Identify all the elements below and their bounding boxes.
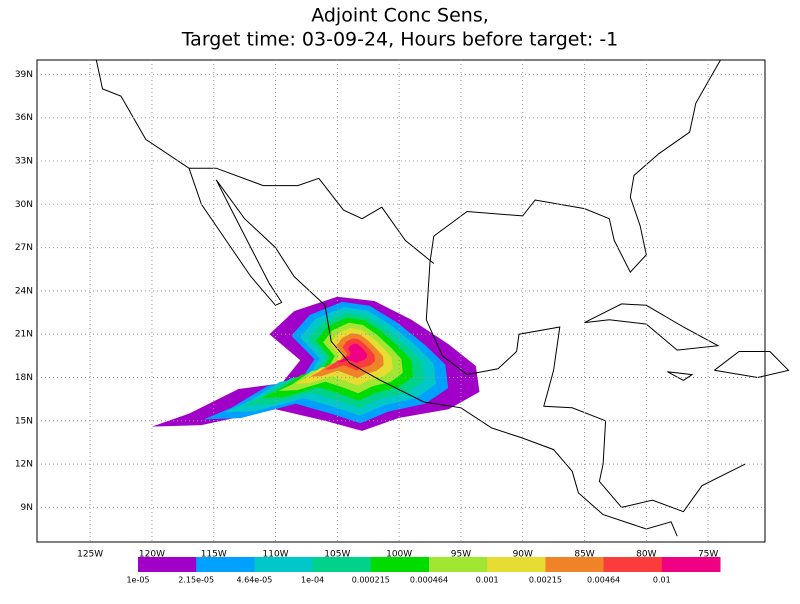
y-tick-label: 12N xyxy=(15,460,33,470)
y-tick-label: 21N xyxy=(15,330,33,340)
concentration-plume xyxy=(151,296,480,431)
title: Adjoint Conc Sens, xyxy=(311,5,489,27)
x-tick-label: 100W xyxy=(386,550,412,560)
coastlines xyxy=(95,59,790,537)
colorbar-label: 4.64e-05 xyxy=(236,576,272,585)
colorbar-label: 1e-04 xyxy=(301,576,324,585)
colorbar-swatch xyxy=(254,557,314,572)
colorbar-label: 0.000464 xyxy=(410,576,448,585)
colorbar-swatch xyxy=(661,557,721,572)
colorbar-swatch xyxy=(312,557,372,572)
x-tick-label: 105W xyxy=(324,550,350,560)
x-tick-label: 125W xyxy=(77,550,103,560)
colorbar-swatch xyxy=(487,557,546,572)
y-tick-label: 18N xyxy=(15,373,33,383)
colorbar-swatch xyxy=(545,557,605,572)
colorbar-label: 0.00464 xyxy=(587,576,620,585)
plume-level xyxy=(324,338,375,371)
x-tick-label: 85W xyxy=(574,550,594,560)
coastline xyxy=(667,371,694,381)
colorbar-label: 2.15e-05 xyxy=(178,576,214,585)
colorbar-label: 1e-05 xyxy=(126,576,149,585)
y-tick-label: 15N xyxy=(15,416,33,426)
subtitle: Target time: 03-09-24, Hours before targ… xyxy=(181,29,619,51)
x-tick-label: 115W xyxy=(201,550,227,560)
y-tick-label: 9N xyxy=(21,503,33,513)
x-tick-label: 95W xyxy=(451,550,471,560)
colorbar-swatch xyxy=(138,557,197,572)
x-tick-label: 110W xyxy=(263,550,289,560)
colorbar-swatch xyxy=(370,557,430,572)
grid xyxy=(37,60,765,542)
colorbar-swatch xyxy=(603,557,663,572)
y-tick-label: 30N xyxy=(15,200,33,210)
x-tick-label: 80W xyxy=(636,550,656,560)
y-tick-label: 27N xyxy=(15,243,33,253)
map-frame xyxy=(36,59,766,543)
colorbar-label: 0.000215 xyxy=(352,576,390,585)
y-tick-label: 33N xyxy=(15,157,33,167)
colorbar-label: 0.001 xyxy=(476,576,499,585)
coastline xyxy=(425,59,746,513)
y-tick-label: 24N xyxy=(15,286,33,296)
x-tick-label: 120W xyxy=(139,550,165,560)
y-tick-label: 36N xyxy=(15,113,33,123)
colorbar-label: 0.01 xyxy=(653,576,671,585)
x-tick-label: 90W xyxy=(513,550,533,560)
coastline xyxy=(584,303,720,351)
coastline xyxy=(95,59,678,537)
coastline xyxy=(189,167,435,264)
colorbar-swatch xyxy=(196,557,255,572)
colorbar-swatch xyxy=(429,557,488,572)
x-tick-label: 75W xyxy=(698,550,718,560)
colorbar: 1e-05 2.15e-05 4.64e-05 1e-04 0.000215 0.0004… xyxy=(126,557,721,585)
ticks: 125W 120W 115W 110W 105W 100W 95W 90W 85W 80W 75W 3… xyxy=(15,70,719,560)
coastline xyxy=(713,351,790,379)
colorbar-label: 0.00215 xyxy=(529,576,562,585)
y-tick-label: 39N xyxy=(15,70,33,80)
